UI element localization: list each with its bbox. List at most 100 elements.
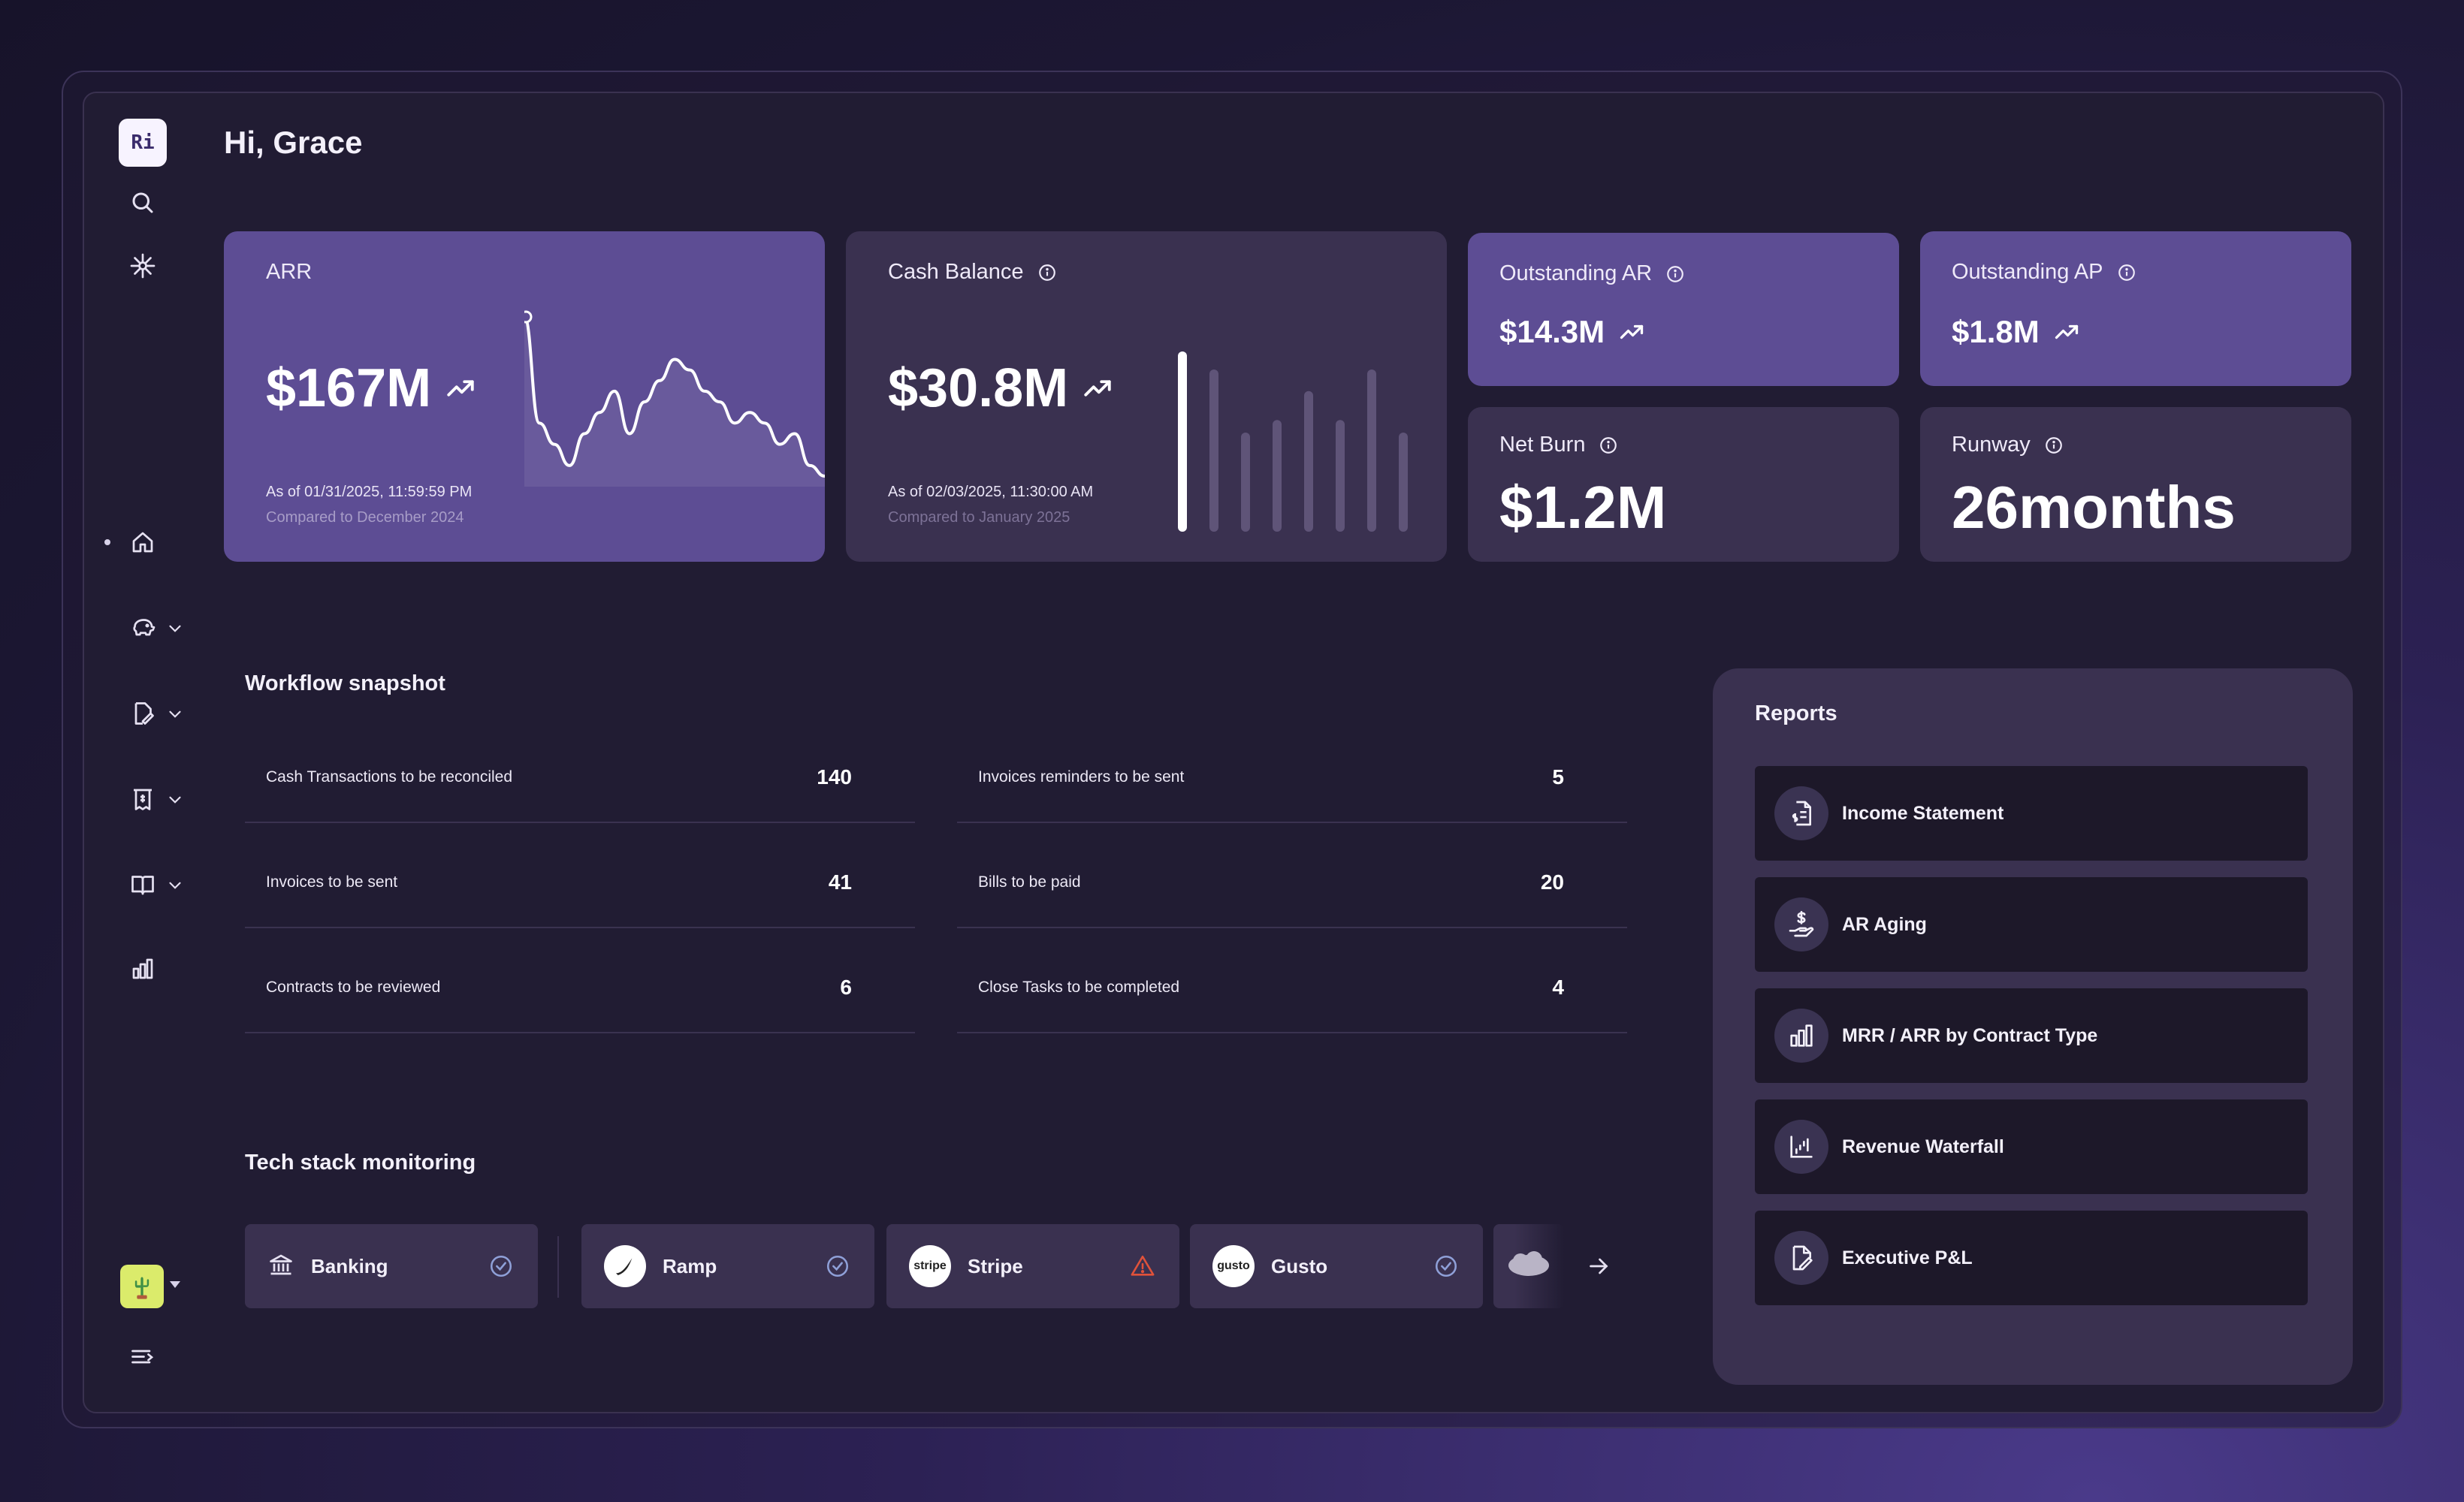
report-mrr-arr[interactable]: MRR / ARR by Contract Type	[1755, 988, 2308, 1083]
card-title-text: Outstanding AR	[1499, 261, 1653, 285]
workflow-label: Close Tasks to be completed	[978, 979, 1180, 996]
receipt-icon[interactable]	[126, 783, 159, 816]
cash-bar	[1178, 351, 1187, 532]
workflow-row[interactable]: Close Tasks to be completed 4	[957, 943, 1627, 1033]
runway-card[interactable]: Runway 26months	[1920, 407, 2351, 562]
sparkline-point	[524, 310, 533, 324]
chevron-down-icon[interactable]	[165, 790, 185, 810]
cash-bar	[1336, 420, 1345, 532]
active-indicator	[104, 539, 110, 545]
tech-item-banking[interactable]: Banking	[245, 1224, 538, 1308]
check-circle-icon	[488, 1253, 514, 1279]
report-label: Executive P&L	[1842, 1247, 1973, 1268]
workflow-label: Cash Transactions to be reconciled	[266, 768, 513, 786]
tech-name: Gusto	[1271, 1254, 1328, 1277]
report-label: MRR / ARR by Contract Type	[1842, 1024, 2098, 1046]
cash-bar	[1399, 433, 1408, 532]
cash-bar	[1209, 369, 1218, 532]
tech-item-stripe[interactable]: stripe Stripe	[886, 1224, 1179, 1308]
info-icon[interactable]	[1599, 436, 1618, 455]
cash-bar	[1273, 420, 1282, 532]
metric-value-text: $30.8M	[888, 358, 1069, 418]
card-title-text: Net Burn	[1499, 433, 1586, 457]
workflow-label: Invoices to be sent	[266, 873, 398, 891]
sign-document-icon[interactable]	[126, 697, 159, 730]
collapse-menu-icon[interactable]	[126, 1341, 159, 1374]
home-icon[interactable]	[126, 526, 159, 559]
arr-card[interactable]: ARR $167M As of 01/31/2025, 11:59:59 PM …	[224, 231, 825, 562]
metric-value: 26months	[1952, 474, 2236, 541]
report-executive-pl[interactable]: Executive P&L	[1755, 1211, 2308, 1305]
workflow-row[interactable]: Cash Transactions to be reconciled 140	[245, 733, 915, 823]
warning-icon	[1130, 1253, 1155, 1279]
metric-value-text: $1.8M	[1952, 314, 2040, 349]
compared-text: Compared to December 2024	[266, 509, 464, 526]
check-circle-icon	[1433, 1253, 1459, 1279]
trend-up-icon	[445, 372, 476, 404]
workflow-count: 140	[817, 765, 852, 789]
tech-item-ramp[interactable]: Ramp	[581, 1224, 874, 1308]
workflow-row[interactable]: Contracts to be reviewed 6	[245, 943, 915, 1033]
trend-up-icon	[1082, 372, 1113, 404]
workflow-row[interactable]: Invoices reminders to be sent 5	[957, 733, 1627, 823]
card-title: Net Burn	[1499, 433, 1618, 457]
check-circle-icon	[825, 1253, 850, 1279]
search-icon[interactable]	[126, 186, 159, 219]
report-income-statement[interactable]: Income Statement	[1755, 766, 2308, 861]
arrow-right-icon[interactable]	[1582, 1250, 1615, 1283]
info-icon[interactable]	[1665, 264, 1685, 284]
workflow-count: 4	[1552, 976, 1564, 999]
app-logo[interactable]: Ri	[119, 119, 167, 167]
cash-balance-card[interactable]: Cash Balance $30.8M As of 02/03/2025, 11…	[846, 231, 1447, 562]
piggy-bank-icon[interactable]	[126, 611, 159, 644]
ramp-logo	[604, 1245, 646, 1287]
info-icon[interactable]	[2044, 436, 2064, 455]
workflow-row[interactable]: Invoices to be sent 41	[245, 838, 915, 928]
as-of-text: As of 01/31/2025, 11:59:59 PM	[266, 484, 473, 500]
chevron-down-icon[interactable]	[165, 876, 185, 895]
card-title-text: Outstanding AP	[1952, 260, 2103, 284]
dashboard-app: Ri	[83, 92, 2384, 1413]
bar-chart-icon[interactable]	[126, 952, 159, 985]
workflow-label: Invoices reminders to be sent	[978, 768, 1185, 786]
chevron-down-icon[interactable]	[165, 619, 185, 638]
dollar-document-icon	[1774, 786, 1828, 840]
card-title: Outstanding AP	[1952, 260, 2136, 285]
workflow-count: 41	[828, 870, 852, 894]
caret-down-icon[interactable]	[170, 1281, 180, 1288]
report-ar-aging[interactable]: AR Aging	[1755, 877, 2308, 972]
waterfall-chart-icon	[1774, 1120, 1828, 1174]
book-icon[interactable]	[126, 868, 159, 901]
divider	[557, 1236, 559, 1298]
report-revenue-waterfall[interactable]: Revenue Waterfall	[1755, 1099, 2308, 1194]
sparkle-icon[interactable]	[126, 249, 159, 282]
workflow-row[interactable]: Bills to be paid 20	[957, 838, 1627, 928]
workflow-count: 5	[1552, 765, 1564, 789]
sidebar: Ri	[84, 93, 204, 1412]
avatar[interactable]	[120, 1265, 164, 1308]
card-title: ARR	[266, 260, 313, 284]
workflow-count: 20	[1540, 870, 1564, 894]
tech-item-gusto[interactable]: gusto Gusto	[1190, 1224, 1483, 1308]
metric-value: $14.3M	[1499, 314, 1645, 350]
outstanding-ar-card[interactable]: Outstanding AR $14.3M	[1468, 233, 1899, 386]
tech-stack-title: Tech stack monitoring	[245, 1151, 476, 1175]
metric-value: $1.2M	[1499, 474, 1667, 541]
metric-value: $1.8M	[1952, 314, 2080, 350]
card-title: Cash Balance	[888, 260, 1057, 285]
cash-bar	[1241, 433, 1250, 532]
card-title-text: Runway	[1952, 433, 2031, 457]
outstanding-ap-card[interactable]: Outstanding AP $1.8M	[1920, 231, 2351, 386]
chevron-down-icon[interactable]	[165, 704, 185, 724]
metric-value: $167M	[266, 357, 476, 419]
workflow-label: Bills to be paid	[978, 873, 1081, 891]
net-burn-card[interactable]: Net Burn $1.2M	[1468, 407, 1899, 562]
info-icon[interactable]	[1037, 263, 1057, 282]
info-icon[interactable]	[2117, 263, 2136, 282]
metric-value: $30.8M	[888, 357, 1113, 419]
tech-item-salesforce[interactable]	[1493, 1224, 1564, 1308]
bank-icon	[267, 1251, 294, 1282]
cash-bar	[1367, 369, 1376, 532]
trend-up-icon	[1618, 318, 1645, 345]
document-sign-icon	[1774, 1231, 1828, 1285]
